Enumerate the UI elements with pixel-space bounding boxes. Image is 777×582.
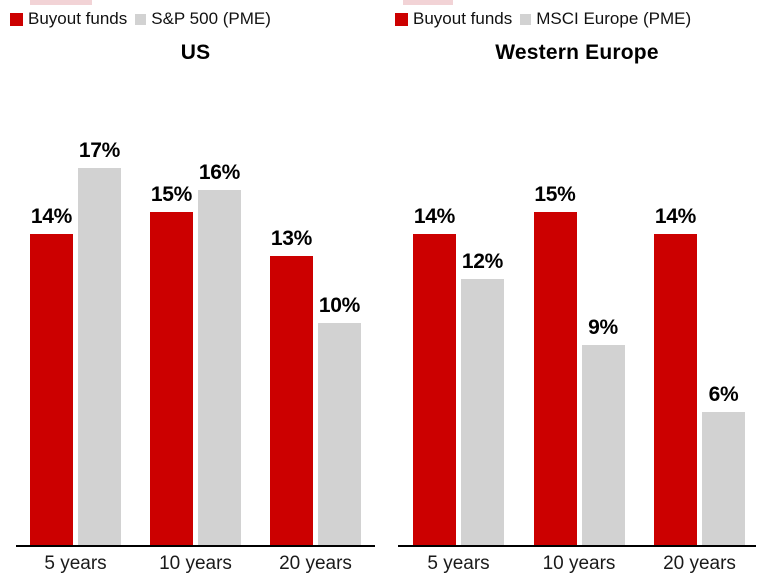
bar-value-label: 13% <box>270 227 313 250</box>
bar-value-label: 12% <box>461 250 504 273</box>
bar-value-label: 17% <box>78 139 121 162</box>
bar-benchmark: 16% <box>198 161 241 545</box>
bar-group: 14% 6% <box>654 205 745 545</box>
bar-benchmark: 9% <box>581 316 625 545</box>
bar-benchmark: 10% <box>318 294 361 545</box>
legend-item-buyout-funds: Buyout funds <box>395 9 512 29</box>
bar-benchmark: 12% <box>461 250 504 545</box>
bar-value-label: 14% <box>654 205 697 228</box>
bar-rect <box>30 234 73 545</box>
bar-group: 15% 16% <box>150 161 241 545</box>
bar-value-label: 14% <box>413 205 456 228</box>
bar-rect <box>318 323 361 545</box>
bar-buyout-funds: 14% <box>30 205 73 545</box>
bar-rect <box>702 412 745 545</box>
bar-benchmark: 17% <box>78 139 121 545</box>
x-axis-label: 10 years <box>159 553 232 574</box>
x-axis-label: 10 years <box>542 553 616 574</box>
bar-buyout-funds: 14% <box>654 205 697 545</box>
legend-item-sp500-pme: S&P 500 (PME) <box>135 9 271 29</box>
bar-group: 14% 17% <box>30 139 121 545</box>
bar-value-label: 9% <box>588 316 618 339</box>
bar-group: 13% 10% <box>270 227 361 545</box>
bar-rect <box>654 234 697 545</box>
category-labels: 5 years 10 years 20 years <box>16 553 375 575</box>
legend-swatch-gray-icon <box>520 13 532 25</box>
legend-label: Buyout funds <box>28 9 128 28</box>
cropped-text-remnant <box>30 0 92 5</box>
bar-buyout-funds: 15% <box>533 183 577 545</box>
bar-buyout-funds: 13% <box>270 227 313 545</box>
bar-rect <box>533 212 577 545</box>
x-axis-label: 20 years <box>279 553 352 574</box>
bar-rect <box>198 190 241 545</box>
legend: Buyout funds MSCI Europe (PME) <box>395 9 777 29</box>
plot-region: Western Europe 14% 12% 15% 9% 14% 6% 5 years 1… <box>398 42 756 575</box>
bar-value-label: 15% <box>534 183 576 206</box>
legend-label: S&P 500 (PME) <box>151 9 271 28</box>
plot-region: US 14% 17% 15% 16% 13% 10% 5 years 10 years 20 … <box>16 42 375 575</box>
chart-title: US <box>180 41 211 64</box>
legend-swatch-gray-icon <box>135 13 147 25</box>
bar-rect <box>413 234 456 545</box>
bar-group: 14% 12% <box>413 205 504 545</box>
bar-groups: 14% 17% 15% 16% 13% 10% <box>16 125 375 545</box>
bar-rect <box>150 212 193 545</box>
x-axis-line <box>16 545 375 547</box>
x-axis-line <box>398 545 756 547</box>
bar-value-label: 15% <box>150 183 193 206</box>
bar-group: 15% 9% <box>533 183 625 545</box>
bar-rect <box>461 279 504 545</box>
chart-panel-western-europe: Buyout funds MSCI Europe (PME) Western E… <box>389 0 777 582</box>
x-axis-label: 5 years <box>44 553 107 574</box>
legend: Buyout funds S&P 500 (PME) <box>10 9 389 29</box>
bar-rect <box>270 256 313 545</box>
legend-label: Buyout funds <box>413 9 513 28</box>
legend-item-msci-europe-pme: MSCI Europe (PME) <box>520 9 691 29</box>
bar-buyout-funds: 14% <box>413 205 456 545</box>
legend-item-buyout-funds: Buyout funds <box>10 9 127 29</box>
x-axis-label: 20 years <box>663 553 736 574</box>
legend-swatch-red-icon <box>395 12 408 26</box>
bar-value-label: 6% <box>708 383 739 406</box>
x-axis-label: 5 years <box>427 553 490 574</box>
legend-label: MSCI Europe (PME) <box>536 9 692 28</box>
bar-value-label: 10% <box>318 294 361 317</box>
chart-title: Western Europe <box>495 41 659 64</box>
cropped-text-remnant <box>403 0 453 5</box>
bar-buyout-funds: 15% <box>150 183 193 545</box>
category-labels: 5 years 10 years 20 years <box>398 553 756 575</box>
bar-groups: 14% 12% 15% 9% 14% 6% <box>398 125 756 545</box>
bar-rect <box>581 345 625 545</box>
bar-benchmark: 6% <box>702 383 745 545</box>
bar-rect <box>78 168 121 545</box>
bar-value-label: 16% <box>198 161 241 184</box>
bar-value-label: 14% <box>30 205 73 228</box>
legend-swatch-red-icon <box>10 12 23 26</box>
chart-panel-us: Buyout funds S&P 500 (PME) US 14% 17% 15% 1… <box>10 9 389 575</box>
